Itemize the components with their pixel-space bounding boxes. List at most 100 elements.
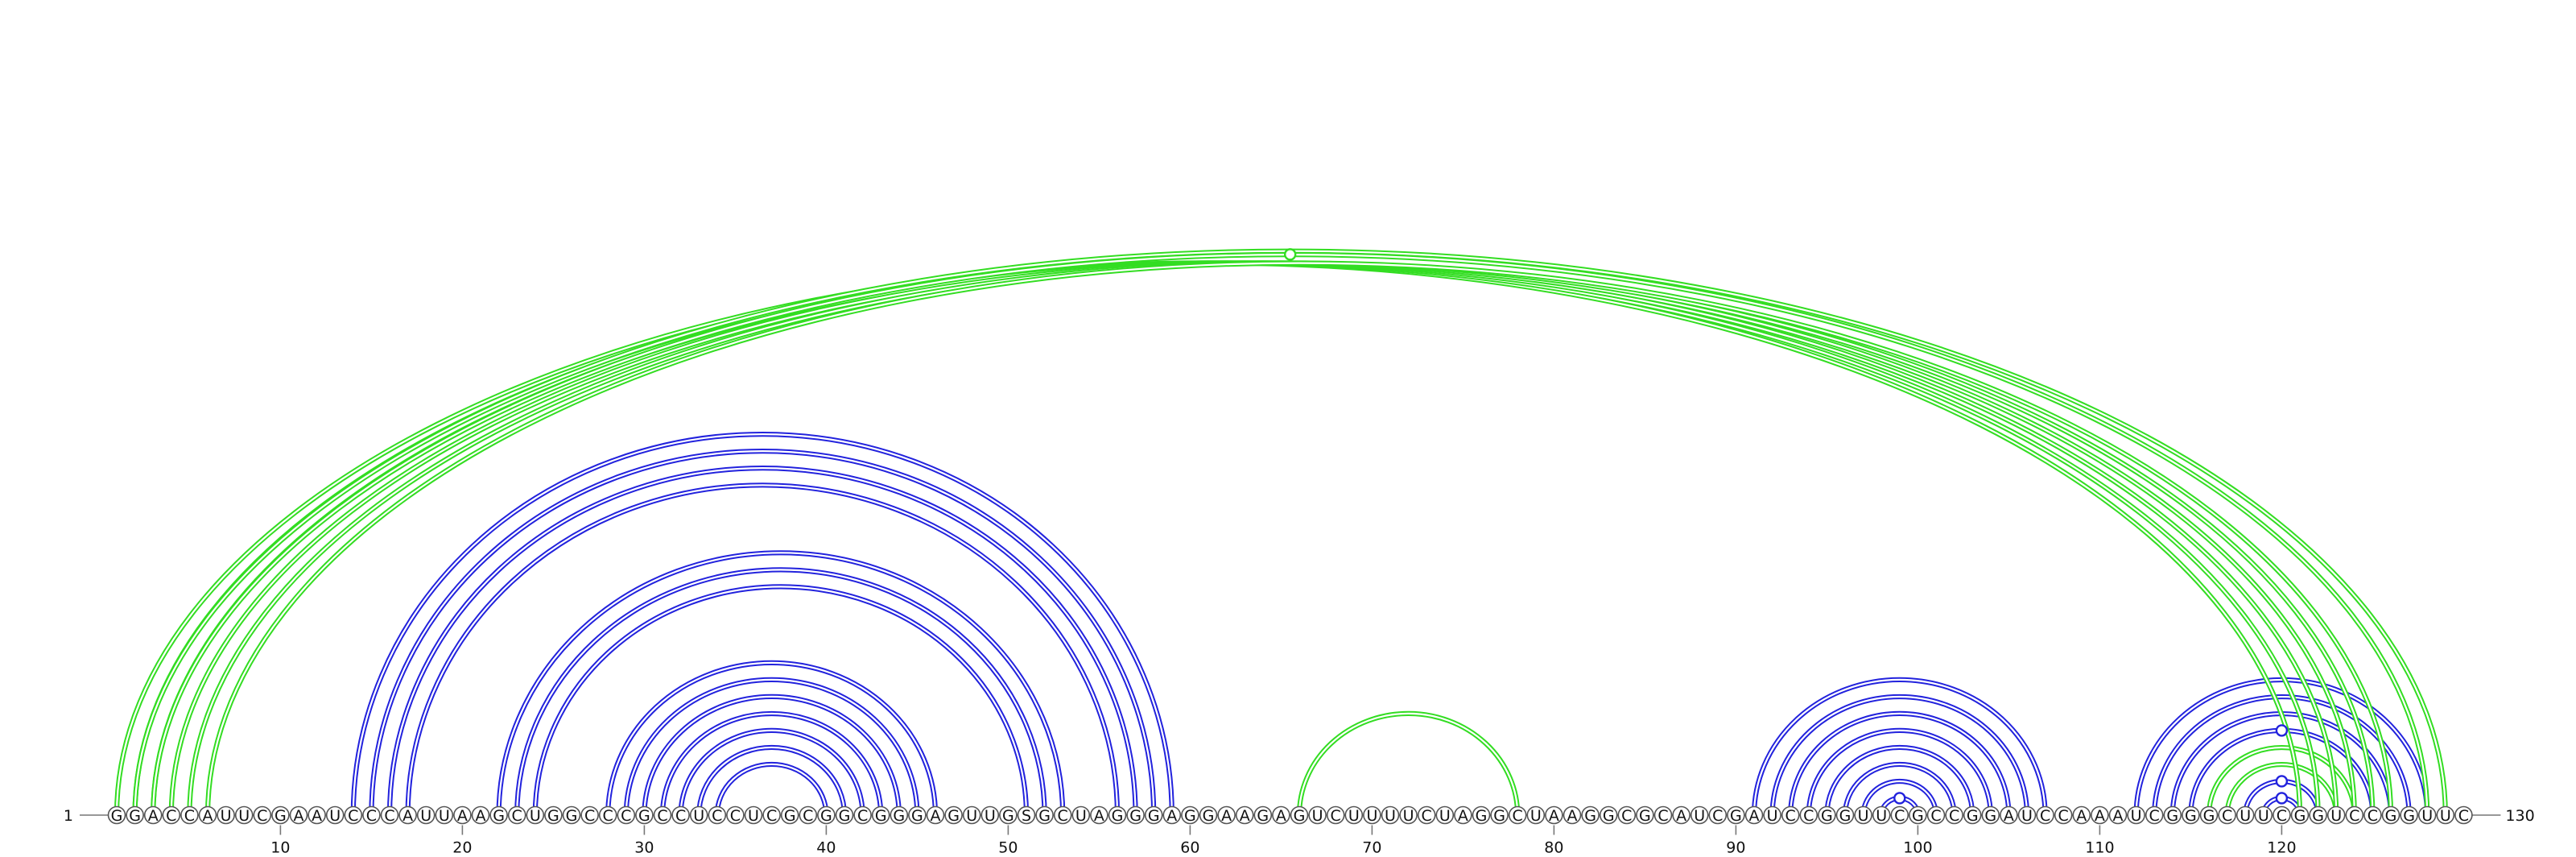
- nucleotide-circle: [799, 805, 818, 825]
- nucleotide-letter: C: [766, 807, 777, 825]
- nucleotide-letter: C: [1657, 807, 1668, 825]
- nucleotide-letter: U: [1439, 807, 1451, 825]
- nucleotide-letter: U: [329, 807, 341, 825]
- nucleotide-55: A: [1090, 805, 1108, 825]
- nucleotide-28: C: [598, 805, 617, 825]
- arc-116-124-gap: [2207, 746, 2355, 816]
- nucleotide-letter: A: [294, 807, 304, 825]
- nucleotide-120: C: [2273, 805, 2291, 825]
- nucleotide-circle: [2400, 805, 2418, 825]
- nucleotide-letter: S: [1022, 807, 1031, 825]
- nucleotide-letter: C: [1894, 807, 1905, 825]
- nucleotide-93: C: [1781, 805, 1800, 825]
- nucleotide-22: G: [489, 805, 508, 825]
- nucleotide-circle: [2273, 805, 2291, 825]
- nucleotide-letter: C: [1513, 807, 1523, 825]
- nucleotide-49: U: [980, 805, 1000, 825]
- nucleotide-circle: [1235, 805, 1254, 825]
- nucleotide-15: C: [362, 805, 381, 825]
- nucleotide-24: U: [526, 805, 545, 825]
- nucleotide-letter: C: [366, 807, 377, 825]
- nucleotide-94: C: [1799, 805, 1818, 825]
- nucleotide-circle: [853, 805, 872, 825]
- nucleotide-letter: U: [1403, 807, 1414, 825]
- nucleotide-letter: U: [221, 807, 232, 825]
- nucleotide-35: C: [726, 805, 745, 825]
- nucleotide-47: G: [944, 805, 963, 825]
- nucleotide-circle: [507, 805, 526, 825]
- nucleotide-33: U: [689, 805, 708, 825]
- nucleotide-129: U: [2436, 805, 2455, 825]
- nucleotide-letter: U: [1348, 807, 1360, 825]
- nucleotide-circle: [1472, 805, 1491, 825]
- nucleotide-letter: U: [2240, 807, 2251, 825]
- arc-6-126-gap: [206, 262, 2392, 816]
- nucleotide-letter: C: [603, 807, 613, 825]
- nucleotide-letter: C: [1331, 807, 1341, 825]
- nucleotide-letter: U: [439, 807, 450, 825]
- nucleotide-85: G: [1636, 805, 1654, 825]
- arc-66-78: [1296, 710, 1521, 816]
- nucleotide-95: G: [1818, 805, 1836, 825]
- nucleotide-circle: [762, 805, 781, 825]
- nucleotide-letter: G: [129, 807, 141, 825]
- nucleotide-letter: A: [1676, 807, 1686, 825]
- nucleotide-letter: C: [2458, 807, 2469, 825]
- nucleotide-circle: [1909, 805, 1927, 825]
- nucleotide-letter: G: [1294, 807, 1306, 825]
- nucleotide-69: U: [1344, 805, 1364, 825]
- nucleotide-circle: [1181, 805, 1199, 825]
- nucleotide-circle: [180, 805, 199, 825]
- marker-118-122: [2275, 775, 2289, 788]
- nucleotide-circle: [1253, 805, 1273, 825]
- nucleotide-27: C: [580, 805, 599, 825]
- nucleotide-letter: U: [748, 807, 759, 825]
- nucleotide-6: A: [198, 805, 217, 825]
- nucleotide-circle: [2309, 805, 2327, 825]
- arc-3-128: [151, 251, 2430, 816]
- nucleotide-23: C: [507, 805, 526, 825]
- nucleotide-circle: [126, 805, 144, 825]
- nucleotide-circle: [253, 805, 272, 825]
- nucleotide-circle: [1435, 805, 1455, 825]
- nucleotide-letter: C: [2222, 807, 2232, 825]
- nucleotide-125: C: [2363, 805, 2382, 825]
- nucleotide-circle: [2363, 805, 2382, 825]
- nucleotide-circle: [2345, 805, 2364, 825]
- ticks-layer: 10 20 30 40 50 60 70 80 90 100 110 120: [270, 825, 2297, 857]
- arc-2-129: [132, 248, 2448, 816]
- nucleotide-circle: [2036, 805, 2054, 825]
- nucleotide-circle: [1636, 805, 1654, 825]
- nucleotide-circle: [2091, 805, 2109, 825]
- nucleotide-circle: [598, 805, 617, 825]
- nucleotide-letter: C: [1422, 807, 1432, 825]
- nucleotide-letter: G: [820, 807, 832, 825]
- nucleotide-126: G: [2381, 805, 2401, 825]
- nucleotide-letter: G: [947, 807, 960, 825]
- tick-label-110: 110: [2085, 839, 2114, 857]
- nucleotide-5: C: [180, 805, 199, 825]
- nucleotide-circle: [1708, 805, 1728, 825]
- nucleotide-65: A: [1272, 805, 1290, 825]
- nucleotide-letter: U: [238, 807, 250, 825]
- nucleotide-16: C: [380, 805, 399, 825]
- nucleotide-100: G: [1909, 805, 1927, 825]
- nucleotide-circle: [1363, 805, 1381, 825]
- arc-5-125-gap: [188, 262, 2374, 816]
- nucleotide-37: C: [762, 805, 781, 825]
- nucleotide-circle: [2072, 805, 2091, 825]
- nucleotide-letter: G: [1002, 807, 1014, 825]
- nucleotide-letter: C: [2040, 807, 2050, 825]
- nucleotide-90: G: [1727, 805, 1745, 825]
- nucleotide-circle: [471, 805, 490, 825]
- nucleotide-circle: [2326, 805, 2346, 825]
- arc-113-127-gap: [2153, 695, 2410, 816]
- nucleotide-letter: C: [2349, 807, 2359, 825]
- nucleotide-11: A: [289, 805, 308, 825]
- nucleotide-circle: [1454, 805, 1472, 825]
- nucleotide-circle: [453, 805, 472, 825]
- nucleotide-118: U: [2235, 805, 2255, 825]
- nucleotide-circle: [526, 805, 545, 825]
- nucleotide-circle: [1144, 805, 1163, 825]
- nucleotide-circle: [1071, 805, 1091, 825]
